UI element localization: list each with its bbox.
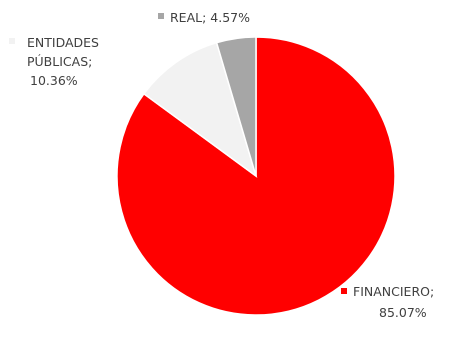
legend-key-real bbox=[158, 13, 164, 19]
label-entidades-line1: ENTIDADES bbox=[27, 35, 99, 50]
legend-key-entidades-publicas bbox=[9, 38, 15, 44]
pie-slice-entidades-p-blicas bbox=[142, 41, 258, 178]
data-label-financiero: FINANCIERO; 85.07% bbox=[341, 284, 434, 320]
legend-key-financiero bbox=[341, 288, 347, 294]
pie-slice-financiero bbox=[116, 36, 396, 316]
data-label-real: REAL; 4.57% bbox=[158, 10, 250, 25]
label-entidades-value: 10.36% bbox=[30, 73, 78, 88]
label-entidades-line2: PÚBLICAS; bbox=[27, 54, 92, 69]
data-label-entidades-publicas: ENTIDADES PÚBLICAS; 10.36% bbox=[9, 35, 99, 88]
pie-slices bbox=[116, 36, 396, 316]
label-financiero-name: FINANCIERO; bbox=[353, 284, 434, 299]
label-financiero-value: 85.07% bbox=[379, 305, 427, 320]
label-real: REAL; 4.57% bbox=[170, 10, 250, 25]
pie-slice-real bbox=[215, 36, 257, 177]
